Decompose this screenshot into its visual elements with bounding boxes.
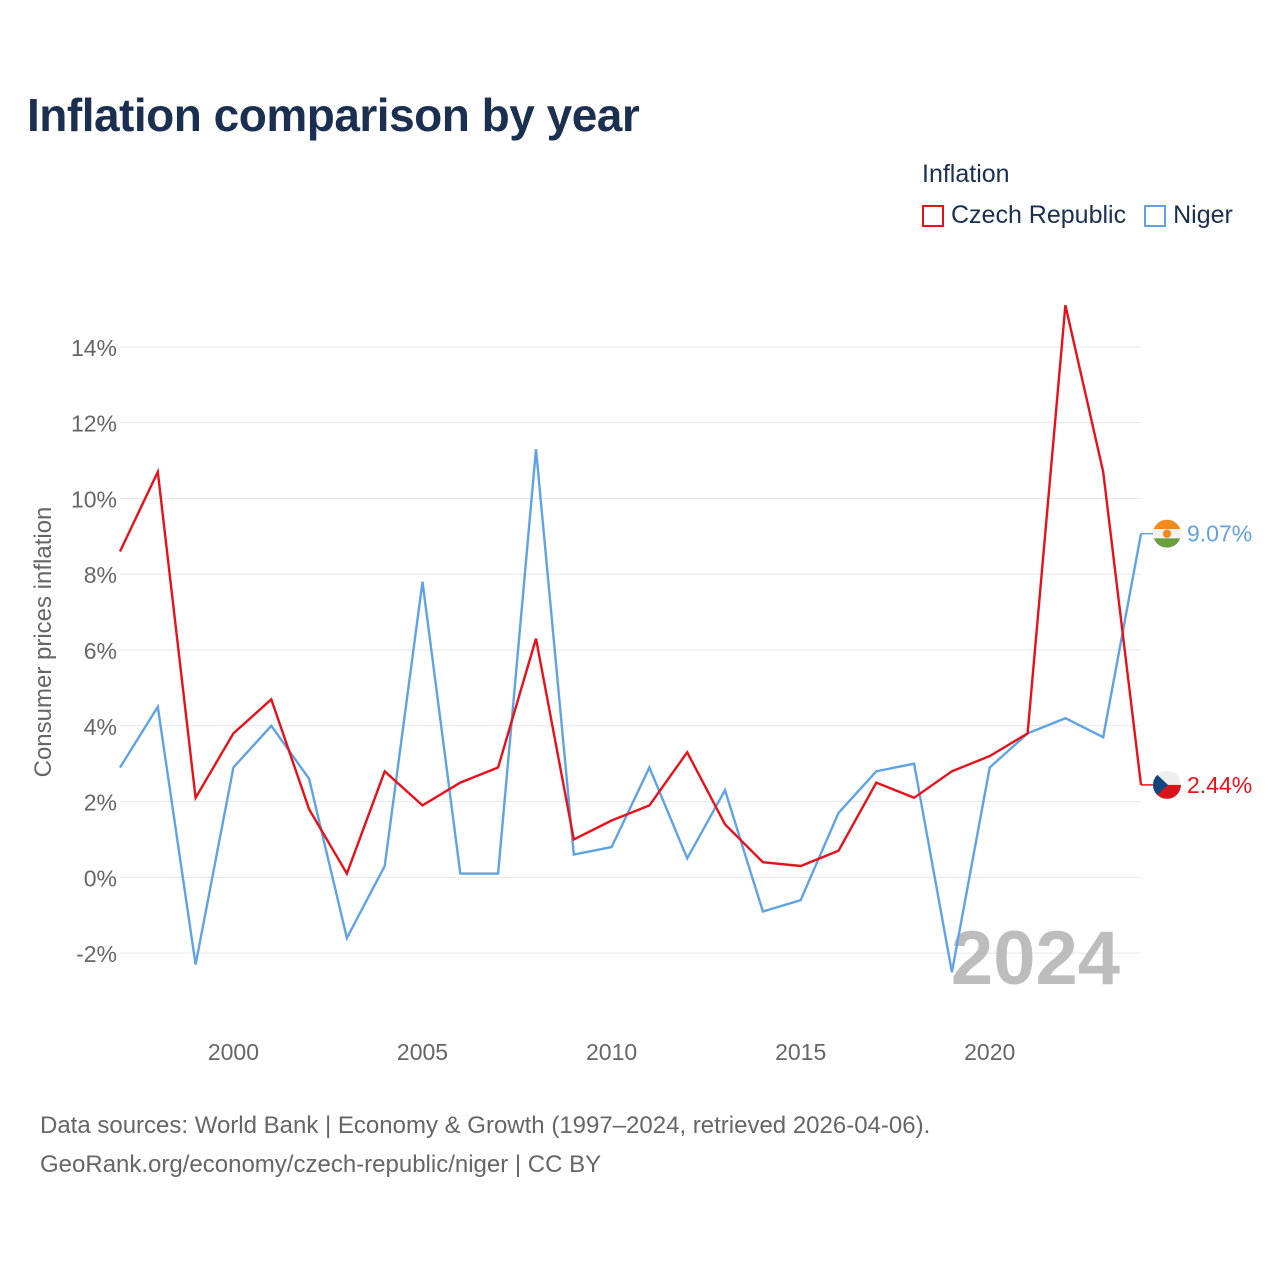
legend-title: Inflation [922,160,1010,188]
y-axis-title: Consumer prices inflation [30,507,57,778]
footer: Data sources: World Bank | Economy & Gro… [40,1106,930,1184]
legend-item-czech-republic[interactable]: Czech Republic [922,201,1126,230]
series-line-niger [118,449,1143,973]
x-tick-label: 2015 [775,1039,826,1065]
x-tick-label: 2005 [397,1039,448,1065]
x-tick-label: 2020 [964,1039,1015,1065]
legend-label-czech-republic: Czech Republic [951,201,1127,229]
y-tick-label: 10% [71,486,117,512]
x-tick-label: 2000 [208,1039,259,1065]
y-tick-label: -2% [76,941,117,967]
x-tick-label: 2010 [586,1039,637,1065]
y-tick-label: 6% [84,638,117,664]
y-tick-label: 14% [71,335,117,361]
legend-swatch-czech-republic [922,204,944,227]
source-link[interactable]: GeoRank.org/economy/czech-republic/niger… [40,1151,602,1178]
legend-label-niger: Niger [1173,201,1233,229]
y-tick-label: 0% [84,865,117,891]
data-sources: Data sources: World Bank | Economy & Gro… [40,1112,931,1139]
series-line-czech-republic [118,304,1143,877]
niger-flag-icon [1153,519,1181,548]
y-tick-label: 2% [84,790,117,816]
end-value-label: 2.44% [1187,772,1252,798]
legend-item-niger[interactable]: Niger [1144,201,1233,230]
y-tick-label: 4% [84,714,117,740]
chart-title: Inflation comparison by year [27,89,640,141]
czech-republic-flag-icon [1153,770,1181,799]
legend: Inflation Czech Republic Niger [922,160,1233,230]
y-tick-label: 8% [84,562,117,588]
year-watermark: 2024 [951,916,1120,1001]
legend-swatch-niger [1144,204,1167,227]
y-tick-label: 12% [71,411,117,437]
end-value-label: 9.07% [1187,521,1252,547]
